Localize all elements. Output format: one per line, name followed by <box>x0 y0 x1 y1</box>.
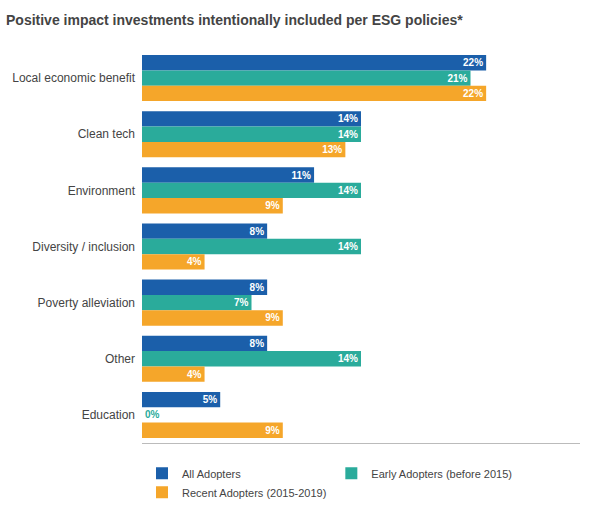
svg-text:All Adopters: All Adopters <box>182 468 241 480</box>
svg-text:Early Adopters (before 2015): Early Adopters (before 2015) <box>371 468 512 480</box>
svg-text:Positive impact investments in: Positive impact investments intentionall… <box>6 12 463 28</box>
svg-text:9%: 9% <box>265 425 280 436</box>
svg-text:14%: 14% <box>338 129 358 140</box>
svg-text:22%: 22% <box>463 88 483 99</box>
svg-text:Clean tech: Clean tech <box>78 127 135 141</box>
svg-text:7%: 7% <box>234 297 249 308</box>
svg-text:21%: 21% <box>447 73 467 84</box>
svg-text:5%: 5% <box>203 394 218 405</box>
svg-text:11%: 11% <box>291 170 311 181</box>
svg-text:Poverty alleviation: Poverty alleviation <box>38 296 135 310</box>
svg-text:4%: 4% <box>187 256 202 267</box>
svg-text:Recent Adopters (2015-2019): Recent Adopters (2015-2019) <box>182 487 326 499</box>
svg-text:22%: 22% <box>463 57 483 68</box>
svg-text:8%: 8% <box>250 226 265 237</box>
svg-text:Diversity / inclusion: Diversity / inclusion <box>32 240 135 254</box>
svg-text:Other: Other <box>105 352 135 366</box>
svg-text:0%: 0% <box>145 409 160 420</box>
svg-text:Education: Education <box>82 408 135 422</box>
svg-text:14%: 14% <box>338 185 358 196</box>
svg-text:14%: 14% <box>338 241 358 252</box>
svg-text:8%: 8% <box>250 338 265 349</box>
svg-text:Environment: Environment <box>68 184 136 198</box>
svg-text:9%: 9% <box>265 200 280 211</box>
svg-text:14%: 14% <box>338 353 358 364</box>
svg-text:4%: 4% <box>187 369 202 380</box>
svg-text:Local economic benefit: Local economic benefit <box>12 71 135 85</box>
svg-text:13%: 13% <box>322 144 342 155</box>
svg-text:9%: 9% <box>265 312 280 323</box>
svg-text:8%: 8% <box>250 282 265 293</box>
svg-text:14%: 14% <box>338 113 358 124</box>
